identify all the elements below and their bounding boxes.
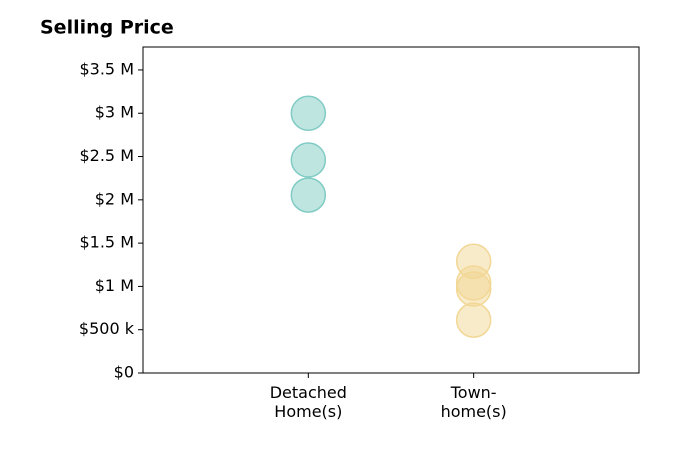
x-tick-label: Town-home(s): [441, 383, 507, 421]
y-tick-label: $2.5 M: [79, 146, 134, 165]
y-tick-label: $1 M: [95, 276, 134, 295]
point: [455, 302, 492, 338]
point: [455, 271, 492, 307]
y-tick-label: $500 k: [79, 319, 135, 338]
y-tick-label: $2 M: [95, 189, 134, 208]
y-tick-label: $0: [114, 363, 134, 382]
y-tick-label: $3 M: [95, 103, 134, 122]
y-tick-label: $1.5 M: [79, 233, 134, 252]
chart-title: Selling Price: [40, 17, 174, 39]
point: [290, 95, 327, 131]
point: [290, 142, 327, 178]
x-tick-label: Detached Home(s): [270, 383, 347, 421]
plot-frame: [142, 46, 640, 374]
point: [290, 177, 327, 213]
y-tick-label: $3.5 M: [79, 59, 134, 78]
